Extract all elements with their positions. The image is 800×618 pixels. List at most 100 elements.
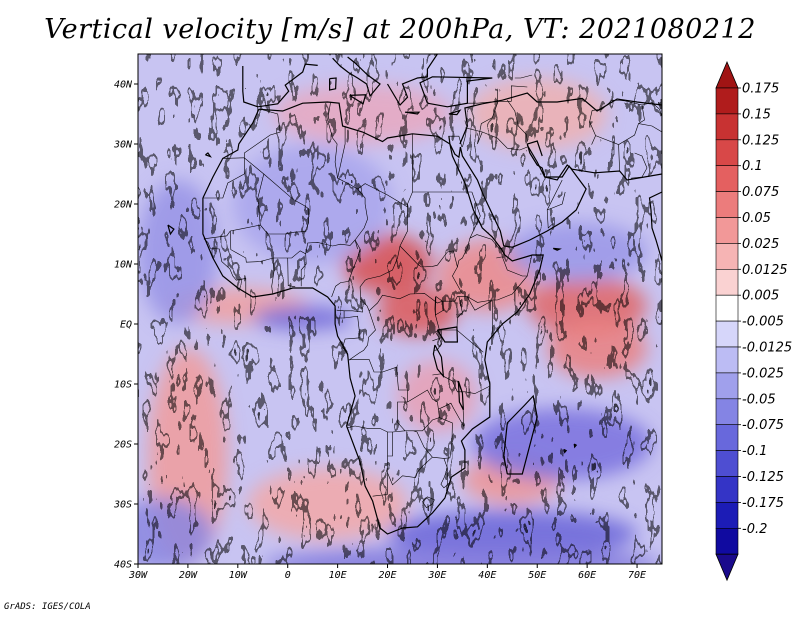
lat-tick-label: 20N (114, 200, 133, 211)
colorbar-swatch (715, 320, 739, 348)
colorbar-label: -0.05 (742, 392, 776, 407)
country-border (337, 126, 346, 179)
country-border (387, 432, 393, 457)
country-border (467, 101, 512, 104)
country-border (547, 191, 566, 211)
colorbar-label: 0.1 (742, 159, 763, 174)
coastline (419, 76, 493, 108)
coastline (459, 144, 587, 248)
lat-tick-label: 30S (113, 500, 132, 511)
country-border (465, 127, 528, 151)
colorbar-label: 0.175 (742, 82, 779, 97)
country-border (440, 458, 448, 489)
map-frame (137, 53, 663, 565)
country-border (510, 85, 528, 102)
country-border (348, 310, 376, 361)
lat-tick-label: 30N (113, 140, 133, 151)
country-border (331, 248, 361, 298)
country-border (507, 100, 528, 142)
colorbar-swatch (715, 217, 739, 244)
country-border (359, 204, 532, 312)
colorbar-label: 0.0125 (742, 263, 788, 278)
lon-tick-label: 30W (128, 570, 148, 581)
lon-tick-label: 60E (578, 570, 596, 581)
coastline (503, 394, 538, 475)
lat-axis: 40N 30N 20N 10N EQ 10S 20S 30S 40S (113, 80, 138, 571)
lon-tick-label: 0 (285, 570, 291, 581)
country-border (342, 315, 361, 355)
country-border (260, 173, 310, 235)
country-border (203, 109, 281, 240)
coastline (167, 224, 175, 236)
colorbar-swatch (715, 268, 739, 296)
country-border (222, 157, 245, 159)
colorbar-top-arrow (715, 60, 739, 89)
lon-tick-label: 10E (329, 570, 347, 581)
lon-tick-label: 30E (427, 570, 446, 581)
coastline (404, 111, 421, 115)
country-border (641, 102, 662, 118)
colorbar-label: -0.0125 (742, 341, 792, 356)
coastline (552, 247, 562, 251)
country-border (434, 296, 440, 331)
lat-tick-label: 40S (114, 560, 132, 571)
colorbar-label: -0.075 (742, 418, 784, 433)
lat-tick-label: 40N (114, 80, 133, 91)
colorbar-swatch (715, 502, 739, 529)
colorbar-label: 0.125 (742, 133, 779, 148)
country-border (413, 417, 453, 459)
country-borders (202, 74, 662, 509)
country-border (448, 135, 463, 148)
country-border (348, 359, 414, 432)
lon-tick-label: 50E (528, 570, 546, 581)
lat-tick-label: EQ (120, 320, 132, 331)
coastline (573, 443, 578, 449)
lon-tick-label: 70E (628, 570, 646, 581)
lat-tick-label: 20S (114, 440, 132, 451)
coastline (202, 101, 544, 535)
country-border (438, 380, 465, 427)
country-border (441, 329, 484, 353)
lon-tick-label: 10W (229, 570, 248, 581)
country-border (202, 157, 245, 199)
coastline (448, 109, 462, 116)
country-border (203, 238, 247, 298)
colorbar-label: 0.15 (742, 107, 771, 122)
field-texture (138, 54, 662, 564)
colorbar-label: 0.005 (742, 289, 779, 304)
colorbar-swatch (715, 139, 739, 167)
lon-tick-label: 20E (378, 570, 396, 581)
colorbar: 0.175 0.15 0.125 0.1 0.075 0.05 0.025 0.0125 0.0… (715, 60, 792, 582)
lon-tick-label: 20W (179, 570, 198, 581)
colorbar-label: -0.2 (742, 522, 767, 537)
colorbar-label: 0.075 (742, 185, 779, 200)
coastline (432, 344, 445, 379)
colorbar-swatch (715, 294, 739, 322)
colorbar-swatch (715, 243, 739, 270)
colorbar-label: -0.175 (742, 496, 784, 511)
colorbar-label: 0.05 (742, 211, 771, 226)
coastlines (167, 54, 662, 535)
field-heatmap (138, 54, 662, 564)
lon-tick-label: 40E (478, 570, 496, 581)
country-border (271, 257, 275, 295)
country-border (496, 256, 528, 277)
country-border (544, 169, 546, 177)
country-border (514, 74, 533, 79)
country-border (230, 230, 307, 287)
colorbar-swatch (715, 87, 739, 115)
coastline (349, 94, 367, 105)
page-title: Vertical velocity [m/s] at 200hPa, VT: 2… (44, 14, 756, 45)
colorbar-swatch (715, 113, 739, 141)
colorbar-label: -0.1 (742, 444, 767, 459)
colorbar-bottom-arrow (715, 553, 739, 582)
colorbar-swatch (715, 398, 739, 425)
lon-axis: 30W 20W 10W 0 10E 20E 30E 40E 50E 60E 70E (128, 564, 646, 581)
colorbar-label: -0.125 (742, 470, 784, 485)
country-border (422, 496, 435, 509)
colorbar-swatch (715, 527, 739, 555)
country-border (462, 120, 468, 148)
country-border (457, 238, 471, 268)
colorbar-swatch (715, 372, 739, 400)
coastline (436, 326, 459, 343)
